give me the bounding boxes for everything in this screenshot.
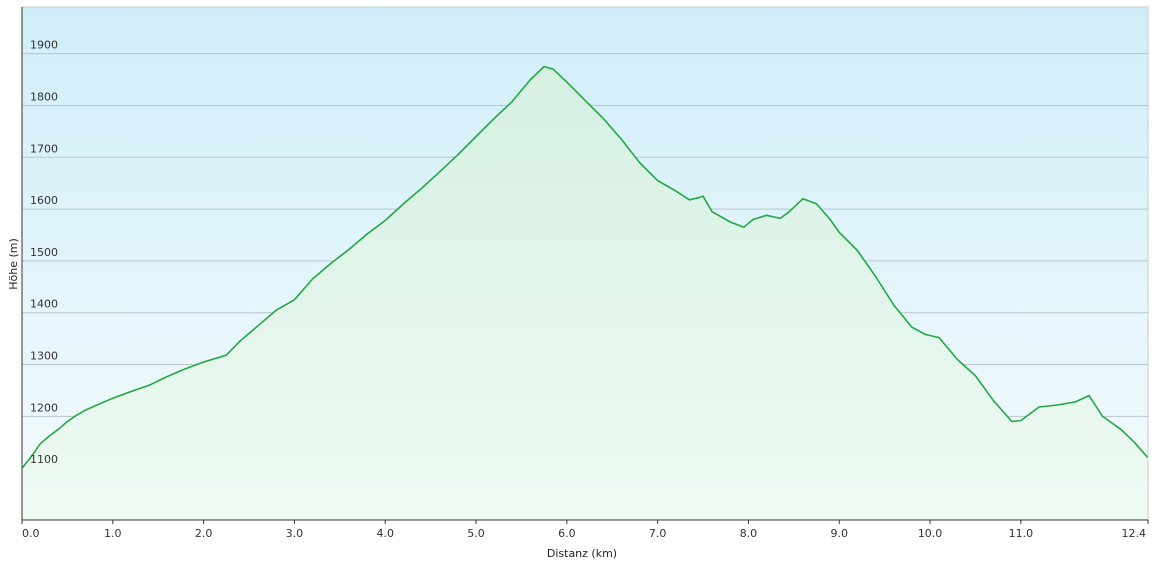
x-axis-ticks: 0.0 1.0 2.0 3.0 4.0 5.0 6.0 7.0 8.0 9.0 10.0 11.0 12… — [21, 520, 1149, 540]
x-tick-label: 6.0 — [558, 527, 576, 540]
elevation-area-fill — [22, 66, 1148, 520]
y-tick-label: 1700 — [30, 142, 58, 155]
y-axis-title: Höhe (m) — [7, 238, 20, 290]
x-tick-label: 4.0 — [376, 527, 394, 540]
x-tick-label: 10.0 — [918, 527, 943, 540]
y-tick-label: 1900 — [30, 39, 58, 52]
y-tick-label: 1600 — [30, 194, 58, 207]
elevation-profile-line — [21, 65, 1149, 469]
y-tick-label: 1400 — [30, 298, 58, 311]
x-axis-title: Distanz (km) — [547, 547, 617, 560]
x-tick-label: 0.0 — [22, 527, 40, 540]
x-tick-label: 7.0 — [649, 527, 667, 540]
x-tick-label: 9.0 — [831, 527, 849, 540]
y-tick-label: 1300 — [30, 350, 58, 363]
x-tick-label: 5.0 — [467, 527, 485, 540]
y-tick-label: 1100 — [30, 453, 58, 466]
x-tick-label: 8.0 — [740, 527, 758, 540]
y-tick-label: 1800 — [30, 90, 58, 103]
y-tick-label: 1500 — [30, 246, 58, 259]
y-tick-label: 1200 — [30, 401, 58, 414]
x-tick-label: 2.0 — [195, 527, 213, 540]
x-tick-label: 3.0 — [286, 527, 304, 540]
x-tick-label: 1.0 — [104, 527, 122, 540]
y-axis-ticks: 1100 1200 1300 1400 1500 1600 1700 1800 1900 — [30, 39, 58, 467]
x-tick-label: 12.4 — [1122, 527, 1147, 540]
x-tick-label: 11.0 — [1009, 527, 1034, 540]
